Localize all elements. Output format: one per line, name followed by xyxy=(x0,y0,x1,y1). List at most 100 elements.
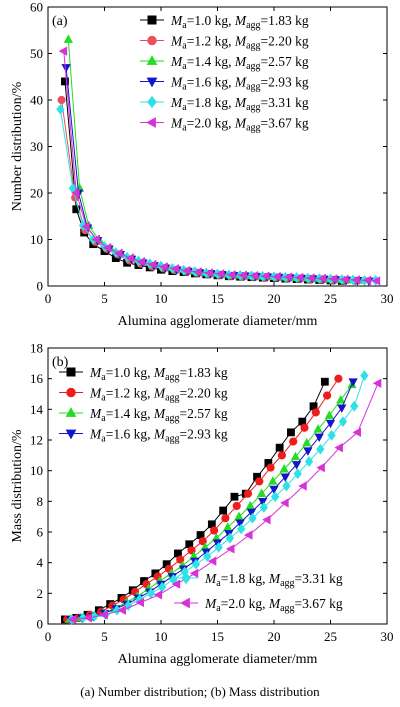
data-point xyxy=(314,433,324,443)
legend-label-0: Ma=1.0 kg, Magg=1.83 kg xyxy=(170,13,309,31)
legend-label-part: M xyxy=(89,427,102,442)
data-point xyxy=(171,579,181,589)
data-point xyxy=(219,506,228,515)
legend-item-1: Ma=1.2 kg, Magg=2.20 kg xyxy=(140,34,309,52)
data-point xyxy=(320,377,329,386)
legend-item-0: Ma=1.0 kg, Magg=1.83 kg xyxy=(140,13,309,31)
x-tick-label: 30 xyxy=(381,291,394,306)
data-point xyxy=(124,600,133,611)
legend-label-part: M xyxy=(234,54,247,69)
data-point xyxy=(237,523,246,535)
data-point xyxy=(269,485,279,495)
data-point xyxy=(207,556,217,566)
legend-label-1: Ma=1.2 kg, Magg=2.20 kg xyxy=(170,34,309,52)
data-point xyxy=(61,64,71,73)
panel-label: (a) xyxy=(52,14,68,29)
data-point xyxy=(371,276,381,286)
series-5 xyxy=(58,46,381,286)
legend-label-1: Ma=1.2 kg, Magg=2.20 kg xyxy=(89,386,228,404)
legend-marker-1 xyxy=(66,387,76,398)
legend-label-3: Ma=1.6 kg, Magg=2.93 kg xyxy=(89,427,228,445)
data-point xyxy=(303,447,313,456)
data-point xyxy=(244,530,253,540)
data-point xyxy=(159,262,168,272)
legend-item-3: Ma=1.6 kg, Magg=2.93 kg xyxy=(59,427,228,445)
data-point xyxy=(232,501,241,511)
legend-label-2: Ma=1.4 kg, Magg=2.57 kg xyxy=(89,406,228,424)
data-point xyxy=(298,481,307,491)
legend-label-part: M xyxy=(234,13,247,28)
legend-label-part: M xyxy=(153,365,166,380)
y-tick-label: 20 xyxy=(30,186,43,201)
y-tick-label: 18 xyxy=(30,341,43,356)
legend-item-1: Ma=1.2 kg, Magg=2.20 kg xyxy=(59,386,228,404)
legend-item-4: Ma=1.8 kg, Magg=3.31 kg xyxy=(174,571,343,589)
legend-label-part: agg xyxy=(246,102,260,113)
data-point xyxy=(266,463,275,472)
legend-label-part: M xyxy=(268,571,281,586)
y-tick-label: 60 xyxy=(30,0,43,15)
y-tick-label: 6 xyxy=(37,525,44,540)
legend-label-part: agg xyxy=(280,603,294,614)
data-point xyxy=(302,437,312,447)
data-point xyxy=(153,590,163,600)
data-point xyxy=(215,269,225,279)
legend-label-part: M xyxy=(153,386,166,401)
data-point xyxy=(316,443,325,455)
data-point xyxy=(362,275,372,286)
data-point xyxy=(246,508,257,518)
y-tick-label: 30 xyxy=(30,139,43,154)
x-tick-label: 25 xyxy=(324,629,337,644)
data-point xyxy=(78,612,88,624)
data-point xyxy=(325,419,336,429)
legend-label-part: =1.0 kg, xyxy=(187,13,235,28)
y-tick-label: 2 xyxy=(37,586,44,601)
legend-label-part: =1.83 kg xyxy=(180,365,228,380)
legend-label-part: =3.31 kg xyxy=(295,571,343,586)
x-tick-label: 15 xyxy=(211,629,224,644)
legend-label-part: =1.2 kg, xyxy=(187,34,235,49)
data-point xyxy=(275,443,284,452)
data-point xyxy=(317,273,326,284)
legend-item-5: Ma=2.0 kg, Magg=3.67 kg xyxy=(140,116,309,134)
y-tick-label: 4 xyxy=(37,555,44,570)
x-tick-label: 30 xyxy=(381,629,394,644)
y-tick-label: 10 xyxy=(30,463,43,478)
data-point xyxy=(135,597,145,608)
legend-label-part: agg xyxy=(165,413,179,424)
x-axis-label: Alumina agglomerate diameter/mm xyxy=(118,314,318,329)
legend-label-part: a xyxy=(101,393,106,404)
legend-label-part: =1.0 kg, xyxy=(106,365,154,380)
legend-label-part: M xyxy=(170,116,183,131)
legend-marker-1 xyxy=(147,35,157,46)
legend-marker-4 xyxy=(147,95,157,109)
data-point xyxy=(313,424,323,433)
y-tick-label: 40 xyxy=(30,93,43,108)
data-point xyxy=(340,274,349,285)
legend-label-part: a xyxy=(216,603,221,614)
chart-number-distribution: 0 5 10 15 20 25 30 0 10 20 30 40 50 60 Alumina agglome… xyxy=(10,0,394,329)
legend-label-part: a xyxy=(182,41,187,52)
legend-label-part: M xyxy=(170,34,183,49)
data-point xyxy=(306,273,315,283)
data-point xyxy=(67,614,77,625)
data-point xyxy=(214,541,223,553)
data-point xyxy=(225,532,235,544)
data-point xyxy=(280,498,289,508)
data-point xyxy=(255,477,264,486)
data-point xyxy=(290,451,301,461)
legend-label-part: a xyxy=(101,413,106,424)
legend-label-part: =3.67 kg xyxy=(295,596,343,611)
data-point xyxy=(338,416,348,427)
x-tick-label: 20 xyxy=(268,629,281,644)
legend-label-part: a xyxy=(101,434,106,445)
legend-label-part: M xyxy=(153,406,166,421)
legend-marker-5 xyxy=(146,117,156,128)
legend-marker-3 xyxy=(146,77,158,88)
legend-label-part: =2.20 kg xyxy=(261,34,309,49)
x-tick-label: 0 xyxy=(45,291,52,306)
legend-item-5: Ma=2.0 kg, Magg=3.67 kg xyxy=(174,596,343,614)
data-point xyxy=(337,404,347,413)
data-point xyxy=(58,46,68,56)
